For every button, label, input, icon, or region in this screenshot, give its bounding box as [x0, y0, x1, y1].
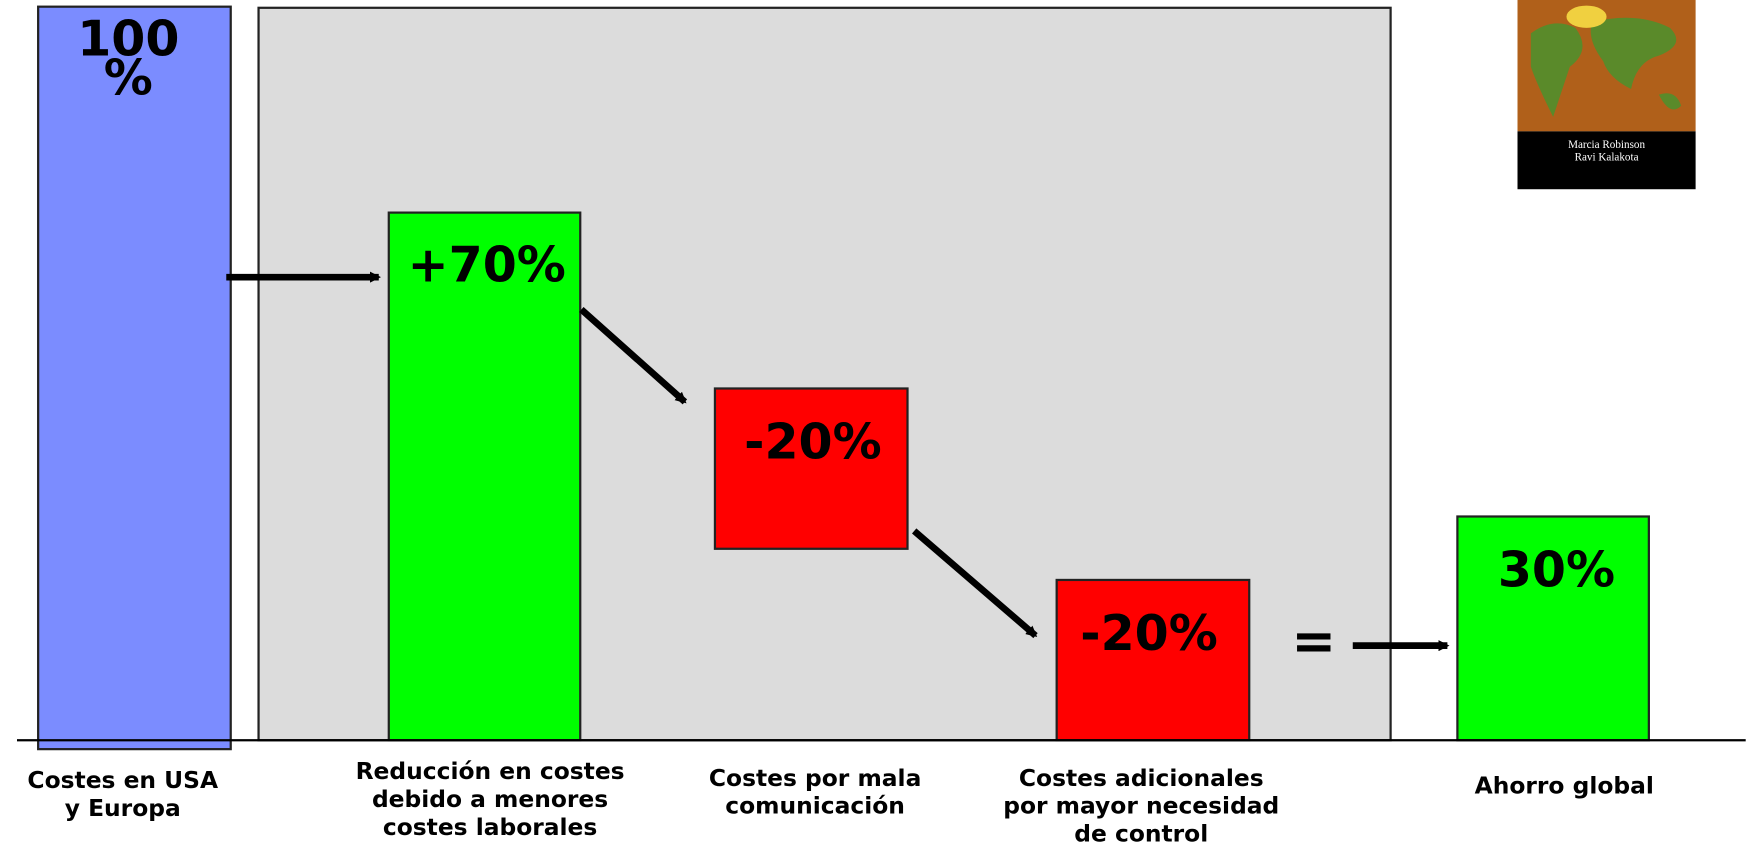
author: Marcia Robinson: [1568, 139, 1645, 151]
bar: [38, 7, 231, 749]
caption: y Europa: [65, 794, 181, 822]
value-label: %: [104, 50, 153, 107]
caption: Costes por mala: [709, 764, 921, 792]
value-label: -20%: [1080, 605, 1218, 662]
caption: comunicación: [725, 792, 905, 820]
value-label: +70%: [408, 237, 566, 294]
caption: Ahorro global: [1475, 772, 1654, 800]
page: = Marcia RobinsonRavi Kalakota 100%Coste…: [0, 0, 1746, 856]
caption: por mayor necesidad: [1003, 792, 1279, 820]
caption: Costes adicionales: [1019, 764, 1264, 792]
caption: de control: [1074, 820, 1208, 848]
caption: debido a menores: [372, 785, 608, 813]
caption: costes laborales: [383, 813, 597, 841]
diagram: = Marcia RobinsonRavi Kalakota 100%Coste…: [0, 0, 1746, 856]
equals-sign: =: [1291, 609, 1336, 672]
author: Ravi Kalakota: [1575, 151, 1639, 163]
value-label: -20%: [744, 414, 882, 471]
badge: [1566, 6, 1606, 28]
caption: Costes en USA: [27, 766, 218, 794]
caption: Reducción en costes: [356, 757, 625, 785]
value-label: 30%: [1498, 542, 1615, 599]
